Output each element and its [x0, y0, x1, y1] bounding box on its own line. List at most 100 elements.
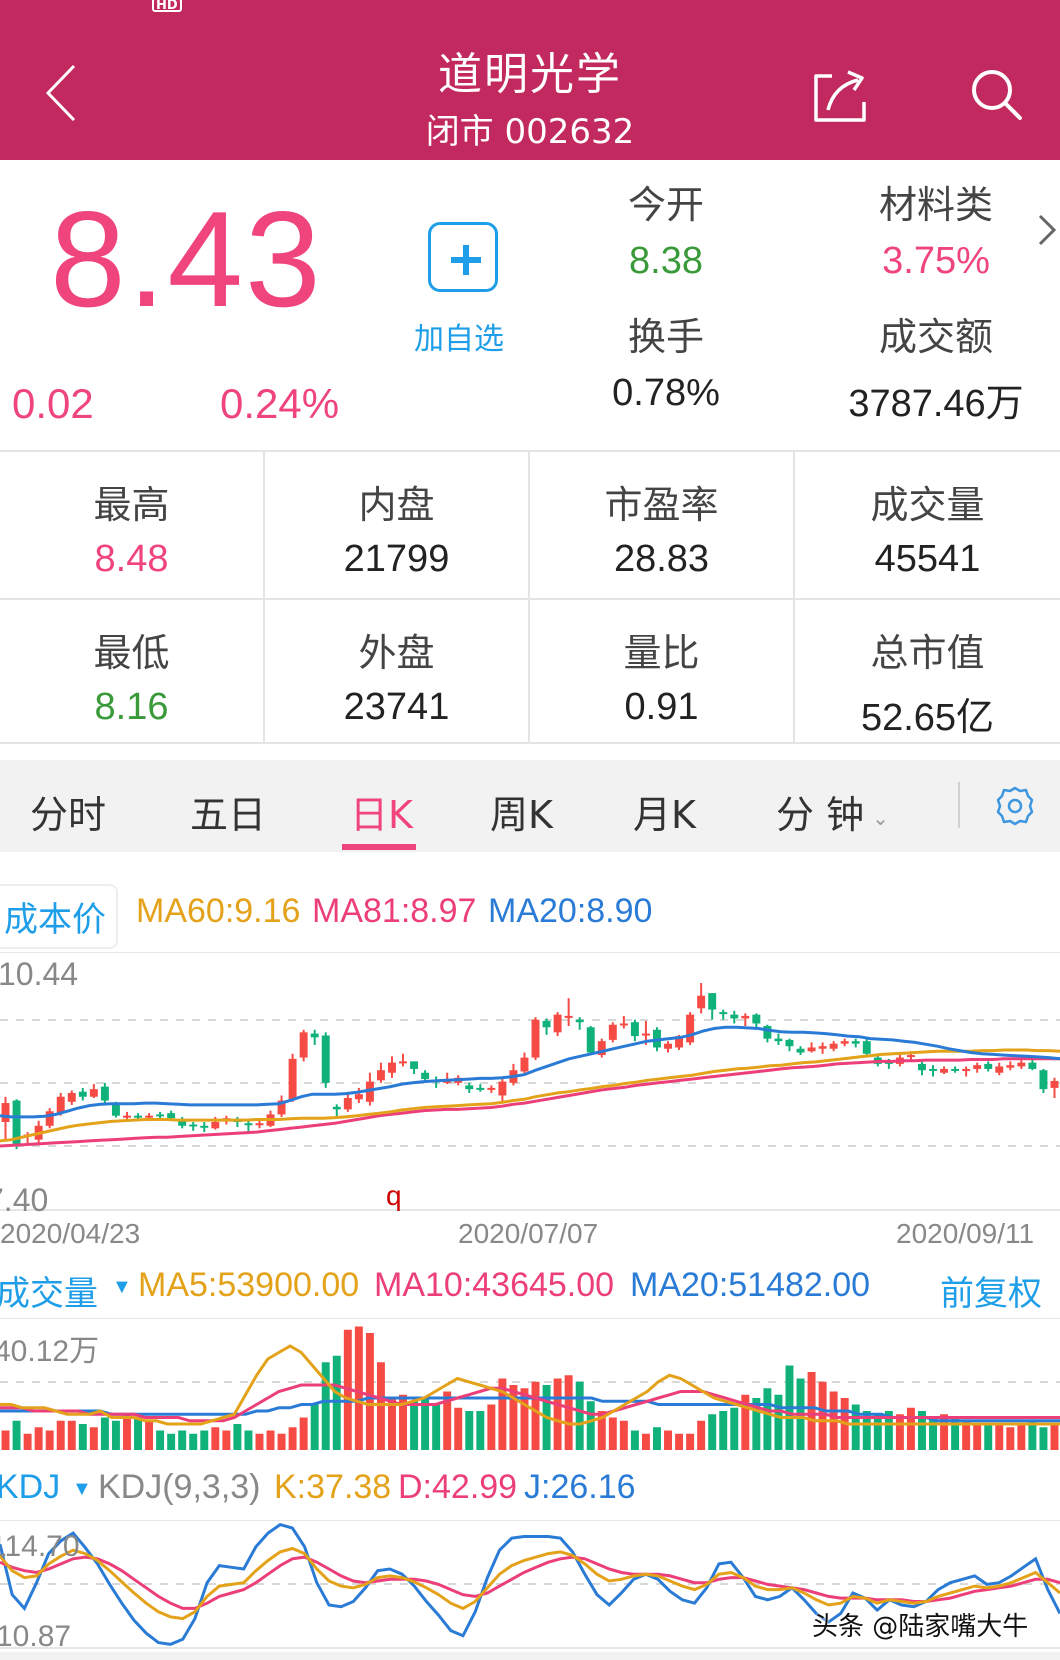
- stat-cell: 最高 8.48: [0, 452, 265, 598]
- candle: [277, 1095, 286, 1117]
- volume-bar: [873, 1414, 882, 1450]
- add-watchlist-button[interactable]: [428, 222, 498, 292]
- candlestick-chart[interactable]: [0, 952, 1060, 1262]
- volume-bar: [56, 1420, 65, 1450]
- candle: [487, 1085, 496, 1093]
- candle: [255, 1120, 264, 1129]
- ma20-line: [0, 1025, 1060, 1119]
- volume-bar: [752, 1398, 761, 1450]
- volume-bar: [100, 1417, 109, 1450]
- kdj-axis-max: 114.70: [0, 1530, 80, 1563]
- tab-divider: [958, 782, 960, 828]
- open-label: 今开: [627, 183, 704, 227]
- sector-detail-button[interactable]: [1036, 212, 1058, 248]
- share-button[interactable]: [810, 66, 870, 124]
- candle: [12, 1099, 21, 1150]
- volume-bar: [1, 1430, 10, 1450]
- adjust-mode-button[interactable]: 前复权: [940, 1274, 1042, 1314]
- volume-bar: [244, 1430, 253, 1450]
- tab-label: 分 钟: [776, 793, 865, 837]
- volume-bar: [89, 1427, 98, 1450]
- candle: [376, 1062, 385, 1083]
- legend-value: MA10:43645.00: [374, 1266, 615, 1304]
- volume-indicator-selector[interactable]: 成交量: [0, 1274, 98, 1314]
- volume-bar: [1028, 1420, 1037, 1450]
- tab-period[interactable]: 分时: [30, 784, 106, 839]
- volume-bar: [78, 1424, 87, 1450]
- kdj-indicator-selector[interactable]: KDJ: [0, 1468, 61, 1506]
- price-axis-max: 10.44: [0, 956, 79, 992]
- stats-row: 最高 8.48 内盘 21799 市盈率 28.83 成交量 45541: [0, 452, 1060, 598]
- add-watchlist-label[interactable]: 加自选: [414, 322, 504, 357]
- candle: [1017, 1058, 1026, 1069]
- candle: [399, 1053, 407, 1067]
- search-button[interactable]: [968, 66, 1028, 124]
- kdj-chart[interactable]: [0, 1520, 1060, 1660]
- volume-bar: [145, 1420, 154, 1450]
- volume-bar: [388, 1398, 396, 1450]
- candle: [829, 1041, 838, 1052]
- kdj-j-line: [0, 1522, 1060, 1646]
- stat-label: 外盘: [358, 631, 435, 675]
- ma81-line: [0, 1057, 1060, 1148]
- price-change: 0.02: [12, 380, 94, 427]
- sector-change[interactable]: 3.75%: [882, 240, 990, 282]
- tab-period[interactable]: 五日: [190, 784, 266, 839]
- candle: [984, 1061, 993, 1072]
- volume-bar: [763, 1388, 772, 1450]
- volume-bar: [23, 1433, 32, 1450]
- volume-bar: [211, 1427, 220, 1450]
- volume-bar: [67, 1420, 76, 1450]
- stats-grid: 最高 8.48 内盘 21799 市盈率 28.83 成交量 45541 最低 8.16 外盘 23…: [0, 450, 1060, 744]
- dropdown-triangle-icon[interactable]: ▼: [112, 1276, 132, 1298]
- bottom-bar: [0, 1652, 1060, 1660]
- volume-bar: [575, 1381, 584, 1450]
- tab-period[interactable]: 日K: [350, 784, 413, 839]
- stat-label: 内盘: [358, 483, 435, 527]
- candle: [840, 1038, 849, 1047]
- volume-bar: [818, 1381, 827, 1450]
- volume-bar: [675, 1433, 684, 1450]
- tab-period[interactable]: 周K: [490, 784, 553, 839]
- back-button[interactable]: [42, 62, 82, 124]
- candle: [354, 1087, 363, 1104]
- candle: [719, 1009, 728, 1020]
- candle: [1050, 1077, 1059, 1098]
- volume-bar: [189, 1433, 198, 1450]
- stock-name: 道明光学: [438, 49, 622, 100]
- volume-bar: [399, 1394, 407, 1450]
- candle: [730, 1010, 739, 1024]
- cost-price-button[interactable]: 成本价: [0, 884, 118, 949]
- tab-period[interactable]: 月K: [633, 784, 696, 839]
- stat-value: 8.16: [94, 686, 169, 728]
- candle: [343, 1092, 352, 1112]
- stats-row: 最低 8.16 外盘 23741 量比 0.91 总市值 52.65亿: [0, 598, 1060, 744]
- volume-bar: [940, 1414, 949, 1450]
- volume-bar: [774, 1394, 783, 1450]
- search-icon: [972, 70, 1022, 120]
- volume-bar: [410, 1401, 419, 1450]
- stat-label: 市盈率: [604, 483, 719, 527]
- stat-value: 23741: [343, 686, 450, 728]
- dropdown-triangle-icon[interactable]: ▼: [72, 1478, 92, 1500]
- legend-value: MA60:9.16: [136, 892, 301, 930]
- candle: [929, 1065, 937, 1077]
- volume-chart[interactable]: [0, 1318, 1060, 1468]
- candle: [200, 1122, 209, 1133]
- volume-bar: [12, 1420, 21, 1450]
- sector-label[interactable]: 材料类: [878, 183, 993, 227]
- stat-value: 28.83: [613, 538, 710, 580]
- stat-value: 0.91: [624, 686, 699, 728]
- chevron-down-icon: ⌄: [872, 805, 889, 830]
- volume-bar: [421, 1398, 430, 1450]
- candle: [67, 1090, 76, 1105]
- volume-bar: [476, 1411, 485, 1450]
- candle: [630, 1019, 639, 1042]
- candle: [818, 1042, 827, 1054]
- chart-settings-button[interactable]: [996, 786, 1034, 826]
- volume-bar: [1006, 1427, 1015, 1450]
- tab-period[interactable]: 分 钟 ⌄: [776, 784, 889, 839]
- candle: [542, 1018, 551, 1035]
- candle: [45, 1108, 54, 1129]
- volume-bar: [995, 1424, 1004, 1450]
